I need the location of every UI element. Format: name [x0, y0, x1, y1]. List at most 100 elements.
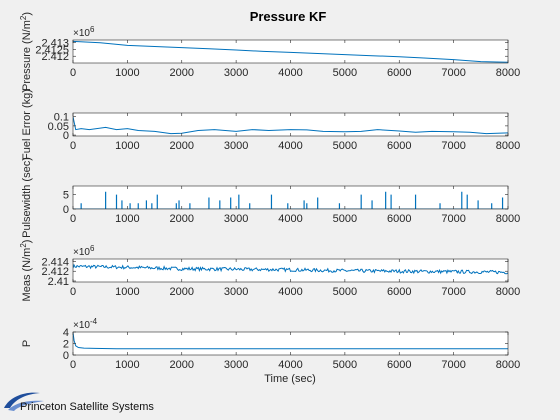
- x-tick-label: 2000: [170, 67, 194, 79]
- logo-swoosh-icon: [4, 392, 44, 411]
- x-tick-label: 1000: [115, 140, 139, 152]
- subplot-2: 0 1000 2000 3000 4000 5000 6000 7000 8000 0.10.05…: [21, 89, 520, 160]
- y-tick-label: 2.412: [41, 266, 69, 278]
- y-tick-label: 0: [63, 350, 69, 362]
- exponent-power: 6: [90, 244, 95, 253]
- y-label-main: Meas (N/m: [21, 248, 33, 302]
- x-tick-label: 7000: [441, 286, 465, 298]
- plot-area: [73, 113, 508, 136]
- axis-exponent-label: ×10-4: [73, 317, 98, 331]
- y-axis-label: P: [21, 340, 33, 347]
- y-axis-label: Pressure (N/m2): [19, 12, 33, 91]
- x-tick-label: 7000: [441, 213, 465, 225]
- data-layer: [73, 191, 508, 209]
- y-axis-label: Pulsewidth (sec): [21, 157, 33, 238]
- logo-text: Princeton Satellite Systems: [20, 401, 154, 413]
- y-tick-label: 2.414: [41, 256, 69, 268]
- x-tick-label: 3000: [224, 140, 248, 152]
- y-label-end: ): [21, 12, 33, 16]
- y-tick-label: 2: [63, 339, 69, 351]
- data-layer: [73, 263, 508, 275]
- x-tick-label: 5000: [333, 67, 357, 79]
- x-tick-label: 0: [70, 67, 76, 79]
- x-tick-label: 8000: [496, 359, 520, 371]
- x-tick-label: 1000: [115, 359, 139, 371]
- x-tick-label: 2000: [170, 140, 194, 152]
- x-tick-label: 7000: [441, 140, 465, 152]
- y-tick-label: 2.412: [41, 51, 69, 63]
- axis-exponent-label: ×106: [73, 244, 95, 258]
- x-tick-label: 0: [70, 140, 76, 152]
- x-tick-label: 8000: [496, 286, 520, 298]
- x-tick-label: 8000: [496, 140, 520, 152]
- y-axis-label: Fuel Error (kg): [21, 89, 33, 160]
- plot-area: [73, 186, 508, 209]
- y-label-end: ): [21, 240, 33, 244]
- x-tick-label: 5000: [333, 213, 357, 225]
- figure-title: Pressure KF: [250, 9, 327, 24]
- x-tick-label: 3000: [224, 359, 248, 371]
- logo: Princeton Satellite Systems: [4, 392, 154, 413]
- series-line: [73, 40, 508, 63]
- x-tick-label: 4000: [278, 140, 302, 152]
- x-tick-label: 4000: [278, 213, 302, 225]
- y-tick-label: 4: [63, 327, 69, 339]
- x-tick-label: 3000: [224, 286, 248, 298]
- axis-exponent-label: ×106: [73, 25, 95, 39]
- y-label-main: Fuel Error (kg): [21, 89, 33, 160]
- x-tick-label: 2000: [170, 213, 194, 225]
- x-axis-label: Time (sec): [264, 373, 316, 385]
- y-label-superscript: 2: [19, 15, 28, 20]
- x-tick-label: 6000: [387, 67, 411, 79]
- x-tick-label: 8000: [496, 67, 520, 79]
- x-tick-label: 8000: [496, 213, 520, 225]
- y-tick-label: 0.1: [54, 112, 69, 124]
- y-tick-label: 5: [63, 190, 69, 202]
- y-label-superscript: 2: [19, 243, 28, 248]
- data-layer: [73, 40, 508, 63]
- series-line: [73, 116, 508, 135]
- y-tick-label: 0: [63, 130, 69, 142]
- x-tick-label: 0: [70, 359, 76, 371]
- data-layer: [73, 116, 508, 135]
- x-tick-label: 2000: [170, 286, 194, 298]
- x-tick-label: 0: [70, 286, 76, 298]
- plot-area: [73, 332, 508, 355]
- axes-group: 0 1000 2000 3000 4000 5000 6000 7000 80002.4132.…: [19, 12, 520, 371]
- x-tick-label: 4000: [278, 67, 302, 79]
- y-tick-label: 2.41: [48, 276, 69, 288]
- exponent-power: -4: [90, 317, 98, 326]
- x-tick-label: 4000: [278, 359, 302, 371]
- y-tick-label: 2.4125: [35, 44, 69, 56]
- series-line: [73, 263, 508, 275]
- x-tick-label: 3000: [224, 67, 248, 79]
- exponent-power: 6: [90, 25, 95, 34]
- x-tick-label: 6000: [387, 286, 411, 298]
- y-tick-label: 2.413: [41, 38, 69, 50]
- y-tick-label: 0: [63, 204, 69, 216]
- x-tick-label: 1000: [115, 213, 139, 225]
- x-tick-label: 2000: [170, 359, 194, 371]
- x-tick-label: 1000: [115, 67, 139, 79]
- x-tick-label: 6000: [387, 140, 411, 152]
- x-tick-label: 7000: [441, 67, 465, 79]
- y-tick-label: 0.05: [48, 121, 69, 133]
- exponent-base: ×10: [73, 247, 90, 258]
- x-tick-label: 5000: [333, 140, 357, 152]
- x-tick-label: 0: [70, 213, 76, 225]
- x-tick-label: 3000: [224, 213, 248, 225]
- x-tick-label: 7000: [441, 359, 465, 371]
- x-tick-label: 5000: [333, 359, 357, 371]
- x-tick-label: 1000: [115, 286, 139, 298]
- y-axis-label: Meas (N/m2): [19, 240, 33, 302]
- y-label-main: Pressure (N/m: [21, 20, 33, 91]
- x-tick-label: 5000: [333, 286, 357, 298]
- x-tick-label: 6000: [387, 359, 411, 371]
- data-layer: [73, 332, 508, 350]
- exponent-base: ×10: [73, 320, 90, 331]
- x-tick-label: 6000: [387, 213, 411, 225]
- subplot-1: 0 1000 2000 3000 4000 5000 6000 7000 8000 2.4132.…: [19, 12, 520, 91]
- subplot-4: 0 1000 2000 3000 4000 5000 6000 7000 80002.4142.…: [19, 240, 520, 302]
- subplot-5: 0 1000 2000 3000 4000 5000 6000 7000 8000 420 ×10-…: [21, 317, 520, 371]
- x-tick-label: 4000: [278, 286, 302, 298]
